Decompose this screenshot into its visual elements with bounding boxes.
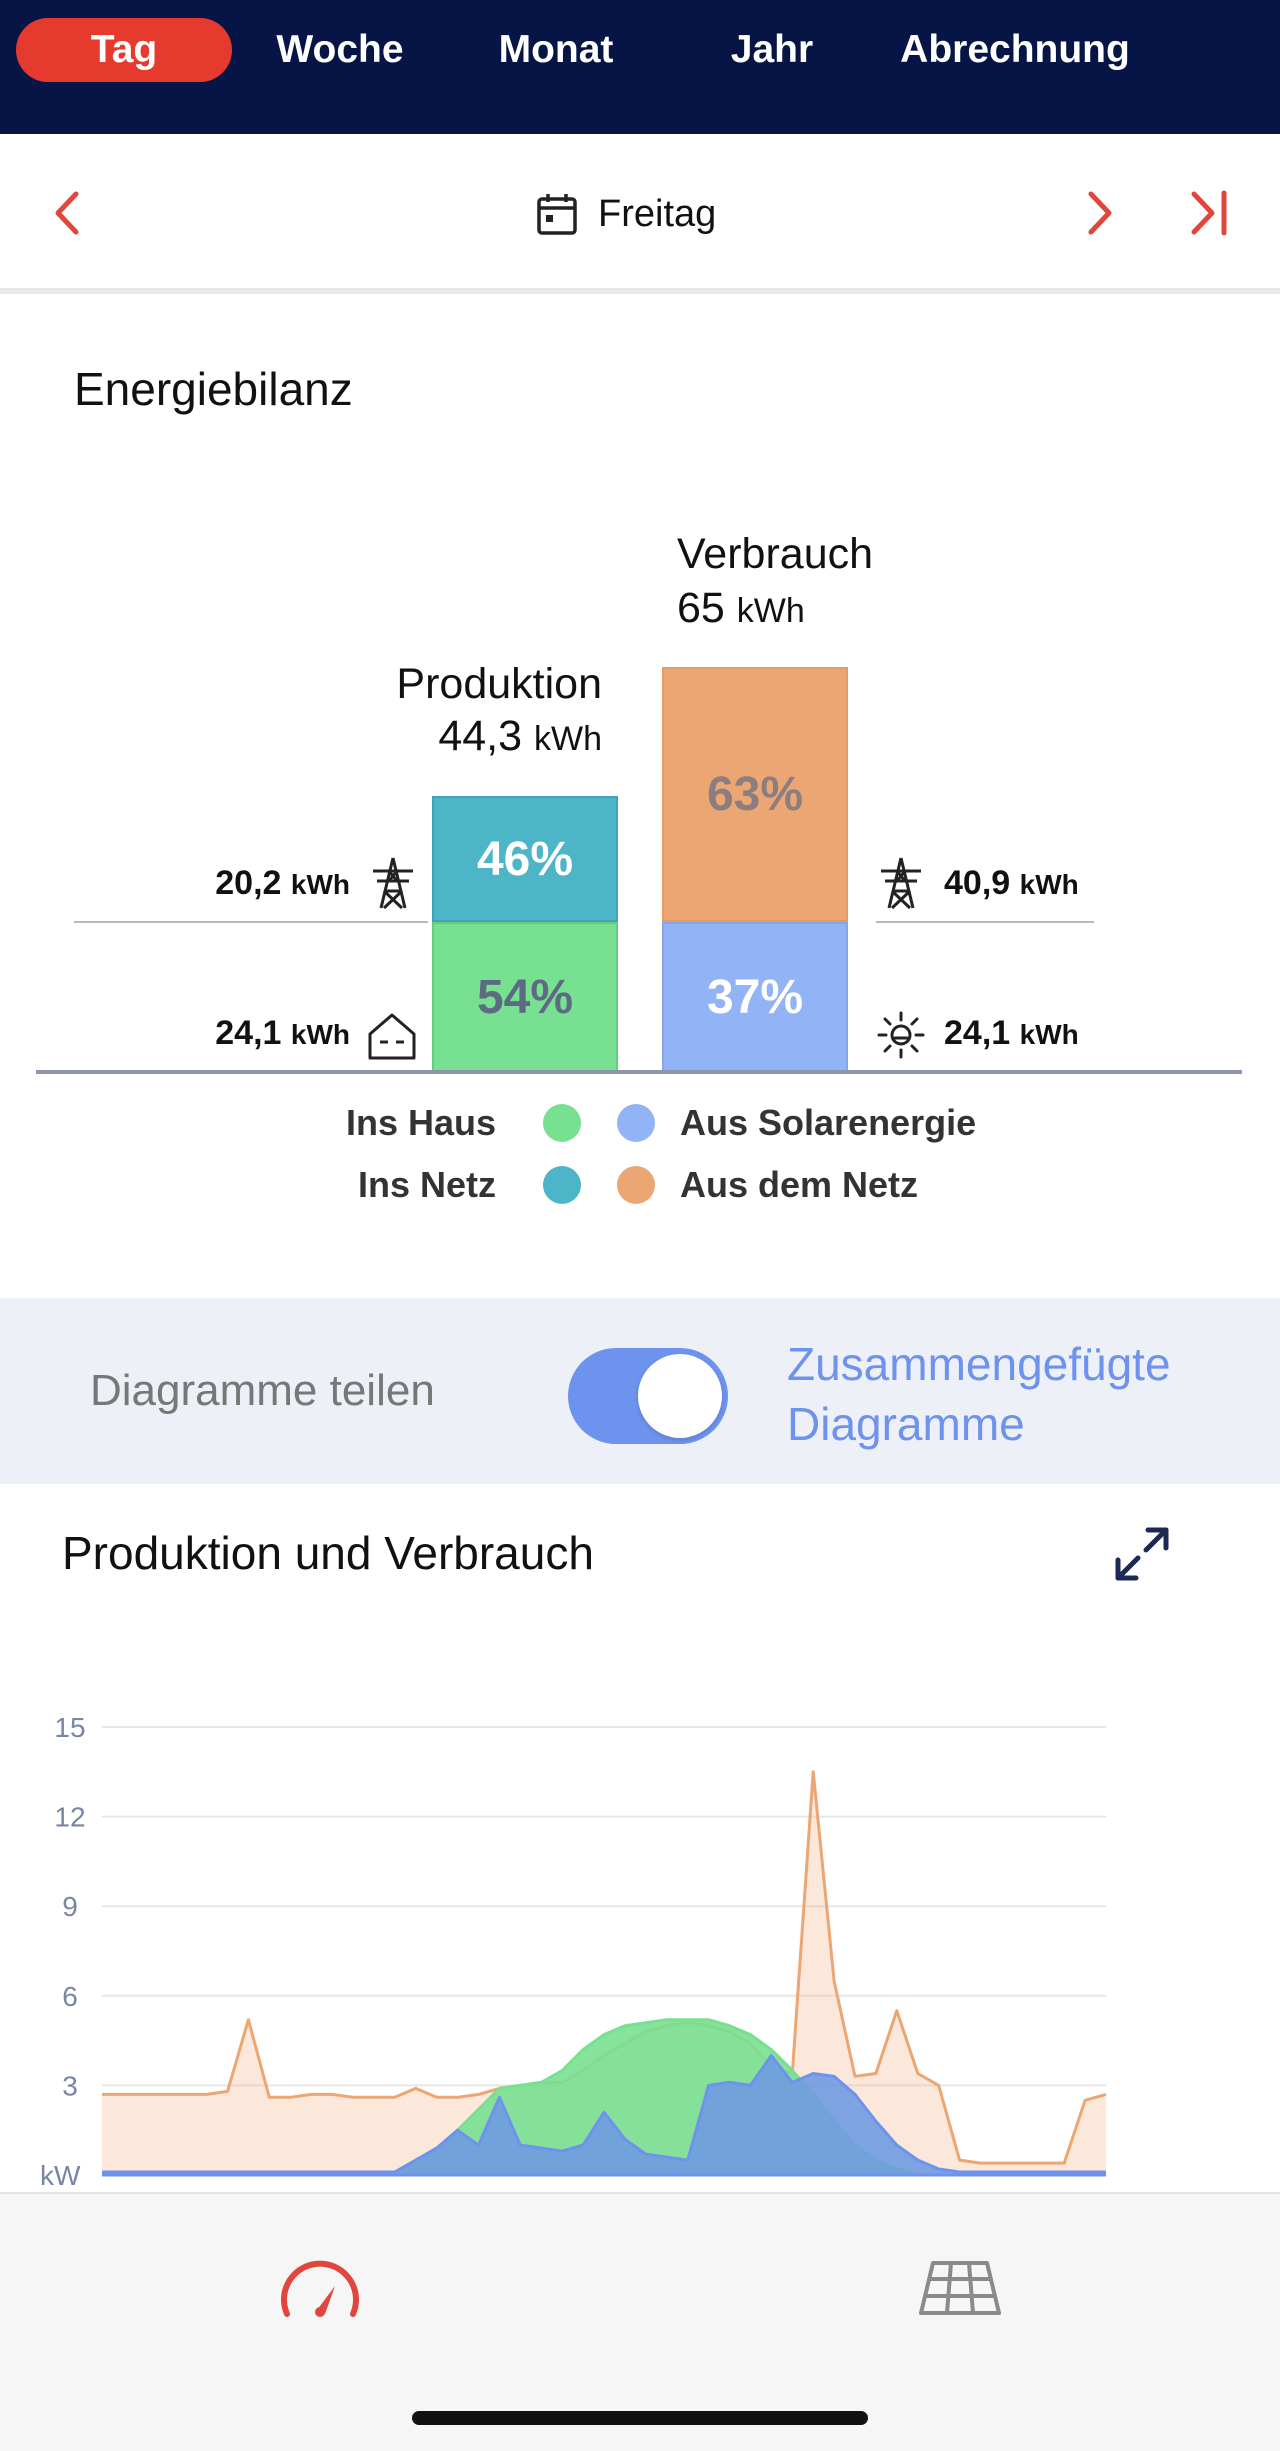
verbrauch-title: Verbrauch [677,530,874,578]
dashboard-tab[interactable] [270,2244,370,2334]
solarenergie-value: 24,1 kWh [944,1014,1079,1052]
legend-aus-dem-netz: Aus dem Netz [680,1164,919,1205]
next-day-button[interactable] [1065,178,1135,248]
legend-aus-solarenergie: Aus Solarenergie [680,1102,977,1143]
diagramme-teilen-label: Diagramme teilen [90,1366,435,1415]
sun-icon [877,1011,925,1059]
speedometer-icon [281,2260,359,2317]
tab-monat[interactable]: Monat [498,28,614,71]
legend-dot-aus-solar [617,1104,655,1142]
solar-panels-tab[interactable] [910,2244,1010,2334]
eigenverbrauch-value: 24,1 kWh [215,1014,350,1052]
y-tick-label: 6 [62,1981,78,2012]
diagram-merge-toggle[interactable] [568,1348,728,1444]
toggle-knob [638,1354,722,1438]
energiebilanz-title: Energiebilanz [74,363,353,415]
y-tick-label: 3 [62,2070,78,2101]
diagram-mode-row: Diagramme teilen Zusammengefügte Diagram… [0,1298,1280,1484]
chevron-right-icon [1088,191,1112,235]
tab-jahr[interactable]: Jahr [730,28,814,71]
series-area-solar [102,2055,1106,2175]
verbrauch-aus-netz-segment: 63% [662,667,848,922]
legend-ins-haus: Ins Haus [345,1102,496,1143]
series-area-produktion [102,2019,1106,2175]
legend-dot-ins-netz [543,1166,581,1204]
tab-abrechnung[interactable]: Abrechnung [900,28,1130,71]
baseline [36,1070,1242,1074]
verbrauch-aus-solar-segment: 37% [662,922,848,1072]
produktion-ins-haus-segment: 54% [432,922,618,1072]
tab-woche[interactable]: Woche [276,28,404,71]
divider-left [74,921,428,923]
produktion-verbrauch-chart: 15 12 9 6 3 kW [40,1712,1107,2191]
chart-areas [102,1770,1107,2177]
power-tower-icon [881,857,921,910]
date-picker[interactable]: Freitag [536,184,716,244]
produktion-value: 44,3 kWh [438,712,602,760]
y-tick-label: 12 [54,1802,85,1833]
tab-tag[interactable]: Tag [16,18,232,82]
power-tower-icon [373,857,413,910]
bottom-navigation-bar [0,2192,1280,2451]
chevron-left-icon [55,191,79,235]
einspeisung-value: 20,2 kWh [215,864,350,902]
skip-to-end-icon [1191,190,1227,236]
jump-to-today-button[interactable] [1175,178,1245,248]
verbrauch-value: 65 kWh [677,584,805,632]
chart-y-ticks: 15 12 9 6 3 [54,1712,85,2101]
previous-day-button[interactable] [32,178,102,248]
period-tab-bar: Tag Woche Monat Jahr Abrechnung [0,0,1280,134]
legend-dot-ins-haus [543,1104,581,1142]
y-tick-label: 15 [54,1712,85,1743]
produktion-title: Produktion [396,660,602,708]
solar-panel-icon [919,2261,1001,2315]
date-label: Freitag [598,192,717,235]
zusammengefuegte-label-line1: Zusammengefügte [787,1338,1171,1390]
calendar-icon [537,194,577,235]
legend-dot-aus-netz [617,1166,655,1204]
y-axis-label: kW [40,2160,81,2191]
series-line-solar [102,2054,1106,2174]
produktion-ins-netz-segment: 46% [432,796,618,922]
legend-ins-netz: Ins Netz [357,1164,496,1205]
house-icon [368,1013,416,1060]
date-navigation: Freitag [0,134,1280,294]
y-tick-label: 9 [62,1891,78,1922]
divider-right [876,921,1094,923]
expand-icon[interactable] [1110,1522,1174,1586]
home-indicator [412,2411,868,2425]
zusammengefuegte-diagramme-label[interactable]: Zusammengefügte Diagramme [787,1334,1171,1454]
netzbezug-value: 40,9 kWh [944,864,1079,902]
chart-title: Produktion und Verbrauch [62,1527,594,1579]
zusammengefuegte-label-line2: Diagramme [787,1398,1025,1450]
